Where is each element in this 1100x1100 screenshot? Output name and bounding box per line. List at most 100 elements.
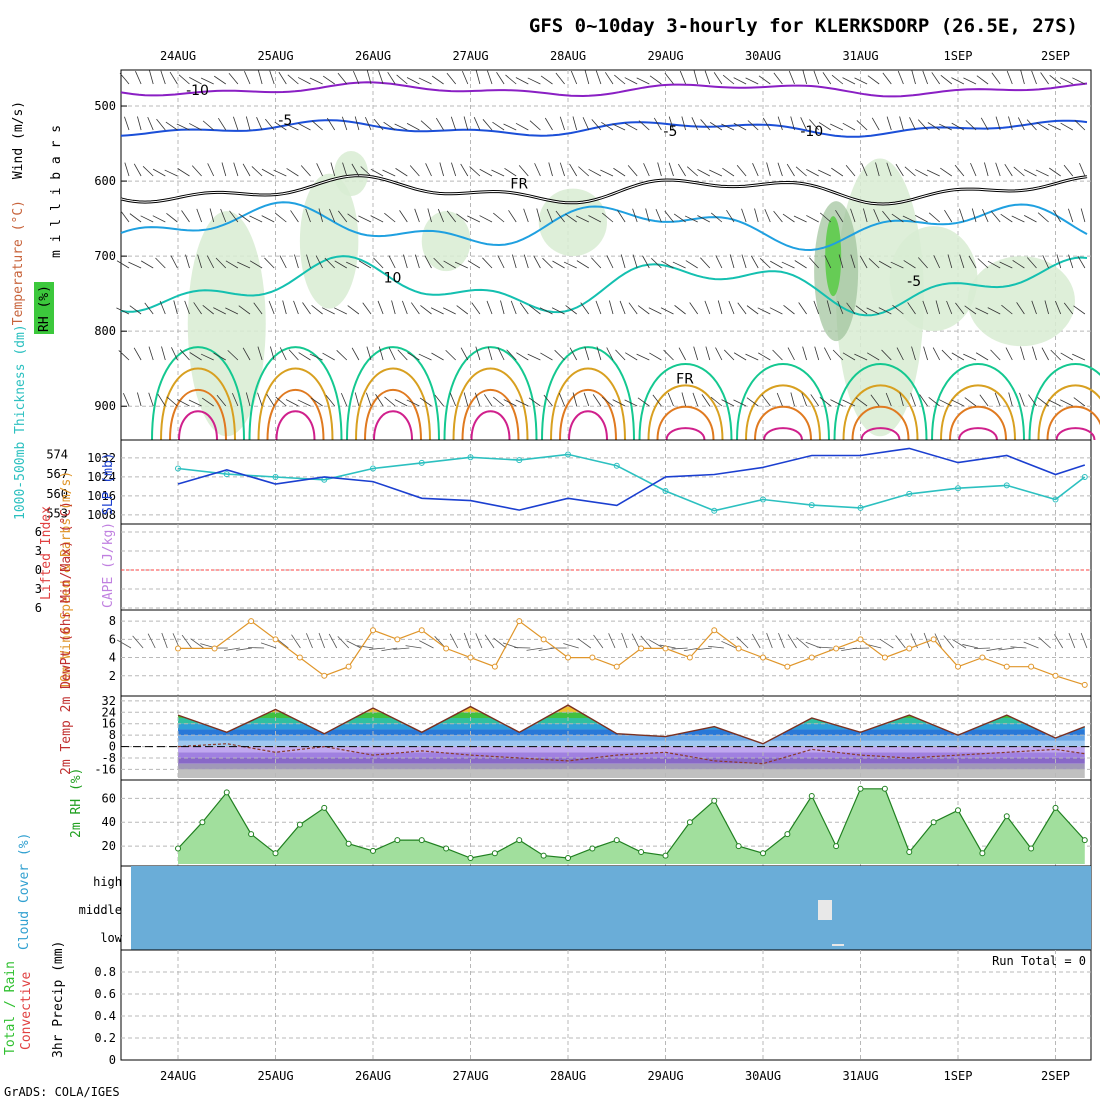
wind-barb — [135, 71, 142, 85]
wind-barb — [741, 208, 747, 223]
wind-barb — [837, 300, 844, 315]
wind-barb — [664, 210, 674, 223]
wind-barb — [232, 392, 239, 407]
thickness-point — [906, 490, 913, 497]
temperature-contour — [736, 363, 830, 441]
wind-barb — [761, 394, 771, 407]
wind-barb — [1031, 300, 1037, 315]
wind-barb — [316, 163, 323, 177]
wind-barb — [715, 347, 723, 361]
wind-barb — [601, 121, 614, 131]
wind-barb — [446, 72, 457, 85]
surface-wind-barb — [671, 647, 688, 650]
wind-barb — [897, 70, 904, 85]
wind-axis-label: Wind (m/s) — [11, 101, 26, 179]
precip-tick: 0.8 — [94, 965, 116, 979]
temperature-contour — [656, 405, 715, 441]
wind-speed-point — [516, 618, 523, 625]
wind-barb — [745, 77, 759, 85]
rh2m-point — [881, 785, 888, 792]
wind-barb — [166, 396, 178, 407]
wind-barb — [460, 347, 469, 361]
wind-barb — [483, 394, 493, 407]
wind-barb — [341, 116, 348, 131]
thickness-point — [565, 451, 571, 458]
wind-barb — [160, 70, 166, 85]
wind-barb — [835, 209, 844, 223]
wind-barb — [128, 261, 142, 269]
wind-barb — [899, 392, 904, 407]
wind-barb — [617, 210, 626, 223]
surface-wind-barb — [934, 633, 943, 649]
date-tick-bottom: 26AUG — [355, 1069, 391, 1083]
wind-barb — [842, 122, 856, 131]
wind-barb — [632, 254, 638, 269]
wind-barb — [166, 212, 178, 223]
wind-barb — [823, 347, 832, 361]
wind-barb — [1049, 75, 1061, 85]
wind-barb — [336, 350, 348, 361]
wind-barb — [917, 119, 928, 131]
wind-barb — [870, 394, 880, 407]
wind-barb — [116, 260, 130, 269]
rh2m-point — [1003, 813, 1010, 820]
wind-barb — [959, 208, 965, 223]
slp-line — [177, 447, 1086, 511]
wind-barb — [196, 208, 202, 223]
temperature-contour — [120, 201, 1088, 252]
wind-barb — [684, 215, 698, 223]
wind-barb — [867, 75, 880, 85]
wind-barb — [777, 116, 783, 131]
date-tick-bottom: 24AUG — [160, 1069, 196, 1083]
wind-barb — [155, 257, 166, 269]
wind-barb — [717, 300, 723, 315]
wind-barb — [947, 254, 953, 269]
date-tick-top: 2SEP — [1041, 49, 1070, 63]
wind-barb — [233, 116, 239, 131]
wind-barb — [1005, 347, 1013, 361]
wind-barb — [286, 168, 299, 177]
wind-barb — [340, 392, 348, 407]
wind-barb — [601, 396, 614, 407]
temperature-contour — [1046, 405, 1100, 441]
contour-label: -10 — [800, 124, 823, 140]
wind-barb — [161, 346, 166, 361]
wind-barb — [275, 212, 287, 223]
rh-region — [187, 211, 266, 437]
wind-barb — [878, 307, 892, 315]
wind-barb — [265, 118, 275, 131]
upper-air-panel: -10 -5 -5 -10 FR 10 -5 FR 500 600 700 800 900 24AUG… — [11, 49, 1100, 441]
pressure-tick: 700 — [94, 249, 116, 263]
date-tick-top: 27AUG — [452, 49, 488, 63]
wind-speed-point — [211, 645, 218, 652]
wind-barb — [652, 394, 662, 407]
wind-barb — [337, 210, 348, 223]
wind-barb — [831, 74, 844, 85]
thickness-tick: 567 — [46, 467, 68, 481]
wind-barb — [863, 208, 868, 223]
wind-barb — [1032, 346, 1037, 361]
surface-wind-barb — [493, 637, 507, 649]
wind-barb — [624, 399, 638, 407]
wind-barb — [643, 163, 650, 177]
wind-barb — [479, 215, 493, 223]
wind-barb — [881, 349, 892, 361]
wind-barb — [582, 117, 590, 131]
wind-barb — [500, 300, 505, 315]
wind-barb — [660, 307, 674, 315]
wind-speed-point — [833, 645, 840, 652]
rh2m-line — [177, 788, 1086, 859]
rh-region — [299, 173, 359, 309]
wind-barb — [406, 399, 420, 407]
wind-barb — [346, 261, 360, 269]
wind-barb — [418, 77, 432, 85]
wind-barb — [245, 392, 251, 407]
wind-barb — [648, 307, 662, 315]
wind-barb — [602, 212, 614, 223]
wind-barb — [342, 162, 348, 177]
wind-barb — [315, 255, 323, 269]
wind-barb — [995, 162, 1001, 177]
lifted-index-axis-label: Lifted Index — [39, 506, 54, 600]
wind-barb — [569, 163, 578, 177]
wind-speed-point — [906, 645, 913, 652]
